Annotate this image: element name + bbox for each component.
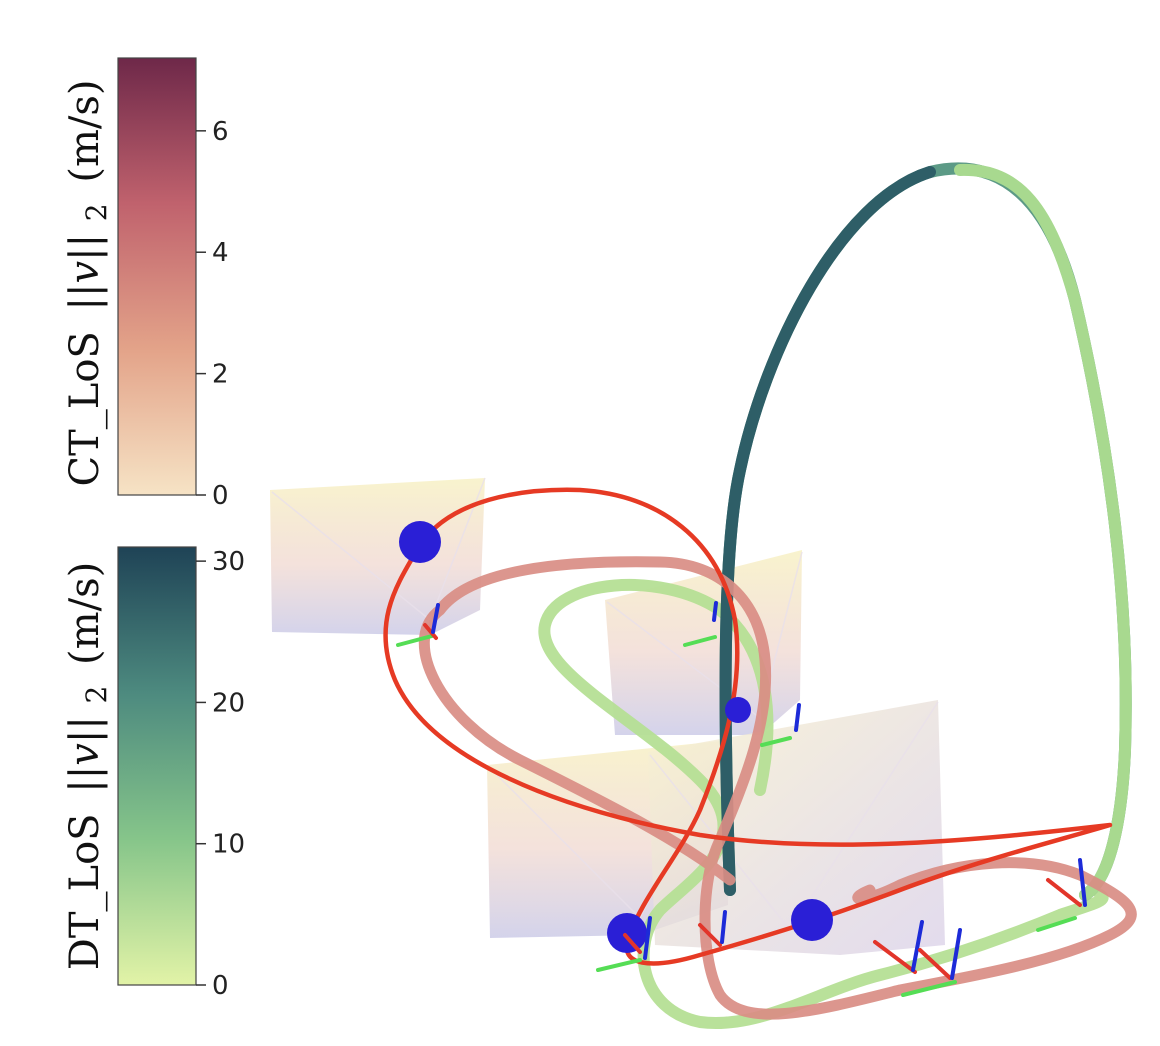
gate-1 — [270, 477, 486, 635]
colorbar-dt-bar — [117, 546, 197, 986]
colorbar-dt-tick-label-20: 20 — [212, 688, 245, 718]
colorbar-ct-tick-label-0: 0 — [212, 481, 229, 511]
colorbar-dt: DT_LoS ||v|| 2 (m/s) 0 10 20 30 — [62, 546, 245, 1001]
waypoint-4 — [791, 899, 833, 941]
colorbar-ct-tick-label-4: 4 — [212, 238, 229, 268]
colorbar-ct-bar — [117, 57, 197, 496]
colorbar-dt-title: DT_LoS ||v|| 2 (m/s) — [62, 562, 116, 970]
dt-path-arch-dark — [719, 166, 936, 896]
ct-path-thick — [418, 556, 1137, 1020]
colorbar-ct-tick-label-6: 6 — [212, 117, 229, 147]
colorbar-dt-ticks: 0 10 20 30 — [196, 547, 245, 1001]
colorbar-ct-tick-label-2: 2 — [212, 360, 229, 390]
colorbar-dt-tick-label-10: 10 — [212, 830, 245, 860]
scene-3d — [270, 162, 1137, 1030]
waypoint-1 — [399, 521, 441, 563]
dt-path-loop — [538, 579, 1109, 1030]
dt-path-arch-light — [954, 163, 1132, 901]
colorbar-dt-tick-label-0: 0 — [212, 971, 229, 1001]
waypoint-3 — [607, 913, 647, 953]
ct-path-thin — [383, 487, 1113, 966]
waypoint-2 — [725, 697, 751, 723]
frame-markers — [396, 601, 1087, 997]
colorbar-ct-title: CT_LoS ||v|| 2 (m/s) — [62, 80, 116, 487]
colorbar-ct: CT_LoS ||v|| 2 (m/s) 0 2 4 6 — [62, 57, 229, 511]
colorbar-ct-ticks: 0 2 4 6 — [196, 117, 229, 511]
colorbar-dt-tick-label-30: 30 — [212, 547, 245, 577]
